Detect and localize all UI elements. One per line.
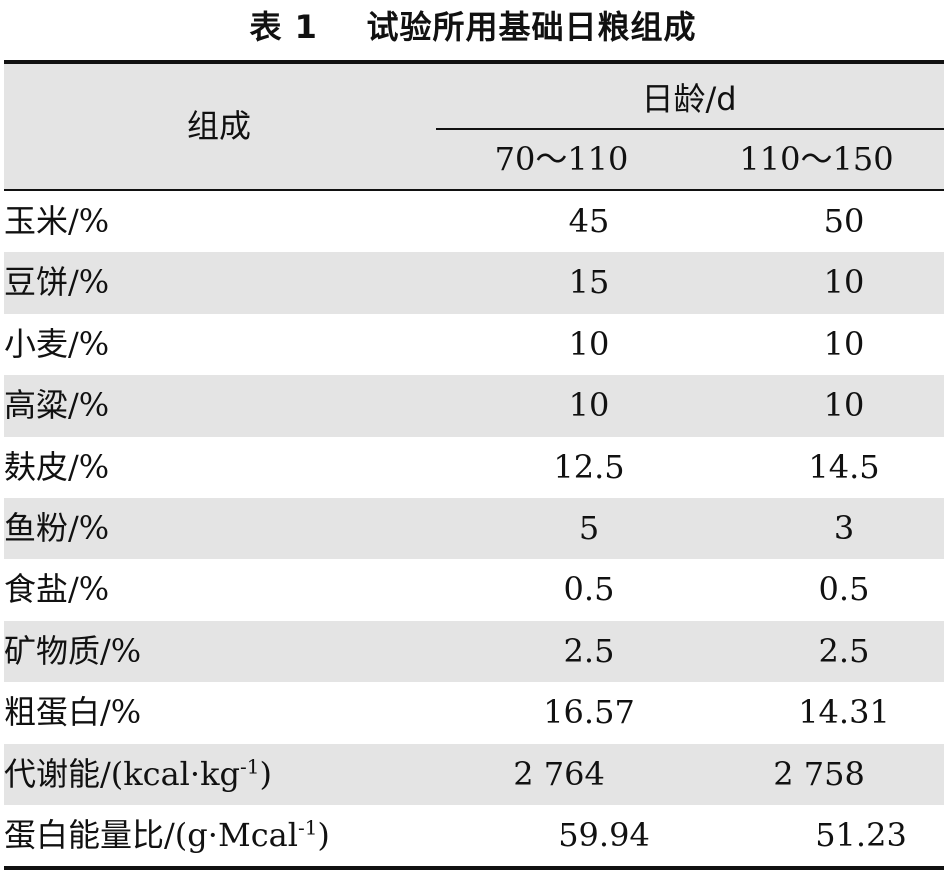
row-value-110-150: 10 <box>823 263 865 302</box>
row-label-unit: /% <box>100 631 142 670</box>
table-row: 麸皮/% 12.5 14.5 <box>4 437 944 498</box>
table-row: 豆饼/% 15 10 <box>4 252 944 314</box>
table-row: 食盐/% 0.5 0.5 <box>4 559 944 620</box>
header-col-110-150: 110～150 <box>739 140 894 178</box>
row-value-70-110: 12.5 <box>553 447 625 486</box>
row-value-110-150: 10 <box>823 324 865 363</box>
table-row: 蛋白能量比/(g·Mcal-1) 59.94 51.23 <box>4 805 944 866</box>
row-label: 豆饼/% <box>4 252 109 313</box>
header-age: 日龄/d <box>641 80 737 118</box>
row-value-70-110: 2 764 <box>513 754 605 793</box>
row-value-70-110: 16.57 <box>543 693 635 732</box>
row-label-unit: /% <box>68 570 110 609</box>
table-body: 玉米/% 45 50 豆饼/% 15 10 小麦/% 10 10 高粱/% 10… <box>4 191 944 866</box>
row-value-70-110: 10 <box>568 386 610 425</box>
table-row: 矿物质/% 2.5 2.5 <box>4 620 944 683</box>
row-label-name: 小麦 <box>4 324 69 363</box>
row-label-name: 粗蛋白 <box>4 693 101 732</box>
row-label: 矿物质/% <box>4 621 141 682</box>
table-row: 小麦/% 10 10 <box>4 314 944 375</box>
table-row: 鱼粉/% 5 3 <box>4 497 944 560</box>
table-row: 代谢能/(kcal·kg-1) 2 764 2 758 <box>4 743 944 805</box>
row-label-name: 豆饼 <box>4 263 69 302</box>
header-rule <box>4 189 944 191</box>
row-label-superscript: -1 <box>239 753 260 778</box>
row-value-110-150: 14.5 <box>808 447 880 486</box>
row-label-unit: /% <box>68 447 110 486</box>
table-title: 表 1 试验所用基础日粮组成 <box>249 8 697 46</box>
row-label-name: 玉米 <box>4 202 69 240</box>
row-value-70-110: 10 <box>568 324 610 363</box>
table-row: 高粱/% 10 10 <box>4 375 944 437</box>
row-value-110-150: 0.5 <box>818 570 870 609</box>
top-rule <box>4 60 944 64</box>
row-value-70-110: 59.94 <box>558 815 650 854</box>
row-label: 高粱/% <box>4 375 109 436</box>
row-label: 小麦/% <box>4 314 109 375</box>
row-label-name: 蛋白能量比 <box>4 815 165 854</box>
row-value-70-110: 15 <box>568 263 610 302</box>
row-value-70-110: 0.5 <box>563 570 615 609</box>
row-label: 食盐/% <box>4 559 109 620</box>
row-label-unit: /% <box>68 202 110 240</box>
row-value-110-150: 2.5 <box>818 631 870 670</box>
table-row: 粗蛋白/% 16.57 14.31 <box>4 682 944 743</box>
row-label-unit: /% <box>68 263 110 302</box>
row-label-unit: /(kcal·kg <box>100 754 240 793</box>
row-value-110-150: 50 <box>823 202 865 240</box>
row-label-unit: /% <box>68 324 110 363</box>
bottom-rule <box>4 866 944 870</box>
table-row: 玉米/% 45 50 <box>4 191 944 252</box>
row-value-70-110: 2.5 <box>563 631 615 670</box>
row-value-70-110: 45 <box>568 202 610 240</box>
row-label-unit-tail: ) <box>259 754 272 793</box>
row-label-name: 高粱 <box>4 386 69 425</box>
row-label: 麸皮/% <box>4 437 109 498</box>
row-value-110-150: 10 <box>823 386 865 425</box>
row-value-110-150: 3 <box>833 508 855 547</box>
row-label: 蛋白能量比/(g·Mcal-1) <box>4 805 330 866</box>
row-label-name: 麸皮 <box>4 447 69 486</box>
row-label-superscript: -1 <box>297 815 318 840</box>
row-label-unit: /% <box>68 508 110 547</box>
row-label-name: 代谢能 <box>4 754 101 793</box>
row-value-70-110: 5 <box>578 508 600 547</box>
row-label-name: 食盐 <box>4 570 69 609</box>
row-label-name: 矿物质 <box>4 631 101 670</box>
header-sub-rule <box>436 128 944 130</box>
row-value-110-150: 14.31 <box>798 693 890 732</box>
row-label-unit: /% <box>100 693 142 732</box>
table-header: 组成 日龄/d 70～110 110～150 <box>4 64 944 189</box>
row-label: 粗蛋白/% <box>4 682 141 743</box>
row-label-unit-tail: ) <box>317 815 330 854</box>
header-composition: 组成 <box>186 107 251 145</box>
row-label-unit: /(g·Mcal <box>164 815 298 854</box>
header-col-70-110: 70～110 <box>494 140 629 178</box>
row-label: 玉米/% <box>4 191 109 252</box>
row-label: 鱼粉/% <box>4 498 109 559</box>
row-label-unit: /% <box>68 386 110 425</box>
row-value-110-150: 2 758 <box>773 754 865 793</box>
row-value-110-150: 51.23 <box>815 815 907 854</box>
row-label: 代谢能/(kcal·kg-1) <box>4 744 272 805</box>
row-label-name: 鱼粉 <box>4 508 69 547</box>
